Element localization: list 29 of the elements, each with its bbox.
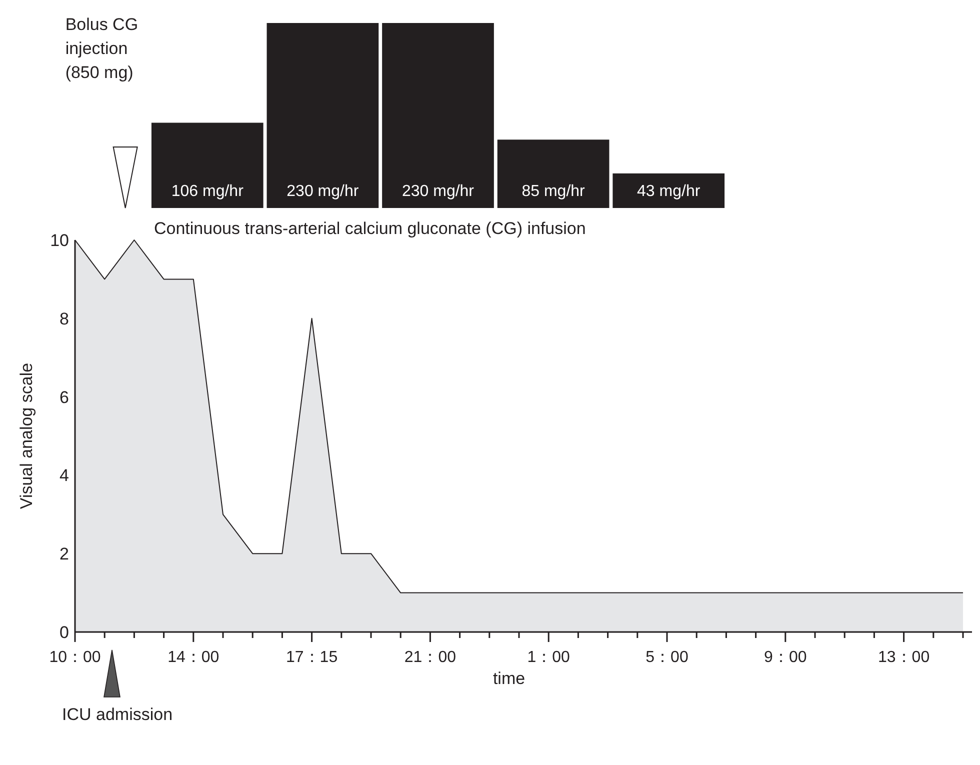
y-tick-label: 0 xyxy=(60,623,69,642)
bar xyxy=(497,140,610,208)
bar xyxy=(612,173,725,208)
x-tick-label: 14：00 xyxy=(168,649,220,666)
text: Bolus CG injection (850 mg) xyxy=(65,15,138,82)
bar xyxy=(151,122,264,208)
data-label: 230 mg/hr xyxy=(286,183,360,200)
x-tick-label: 21：00 xyxy=(404,649,456,666)
text: Continuous trans-arterial calcium gluconate (CG) infusion xyxy=(154,219,586,238)
y-tick-label: 4 xyxy=(60,466,69,486)
x-tick-label: 5：00 xyxy=(646,649,688,666)
y-tick-label: 2 xyxy=(60,544,69,564)
x-axis-title: time xyxy=(492,669,526,688)
data-label: 230 mg/hr xyxy=(402,183,475,200)
x-tick-label: 1：00 xyxy=(527,649,570,666)
x-tick-label: 10：00 xyxy=(49,649,101,666)
data-label: 43 mg/hr xyxy=(637,183,701,200)
y-tick-label: 6 xyxy=(60,388,69,407)
data-label: 106 mg/hr xyxy=(171,183,244,200)
y-tick-label: 10 xyxy=(50,231,69,250)
text: ICU admission xyxy=(62,705,173,724)
x-tick-label: 17：15 xyxy=(286,649,338,666)
bar xyxy=(382,23,494,208)
y-tick-label: 8 xyxy=(60,309,69,328)
bar xyxy=(266,23,379,208)
y-axis-title: Visual analog scale xyxy=(17,362,36,510)
data-label: 85 mg/hr xyxy=(522,183,586,200)
x-tick-label: 9：00 xyxy=(764,649,807,666)
x-tick-label: 13：00 xyxy=(878,649,930,666)
